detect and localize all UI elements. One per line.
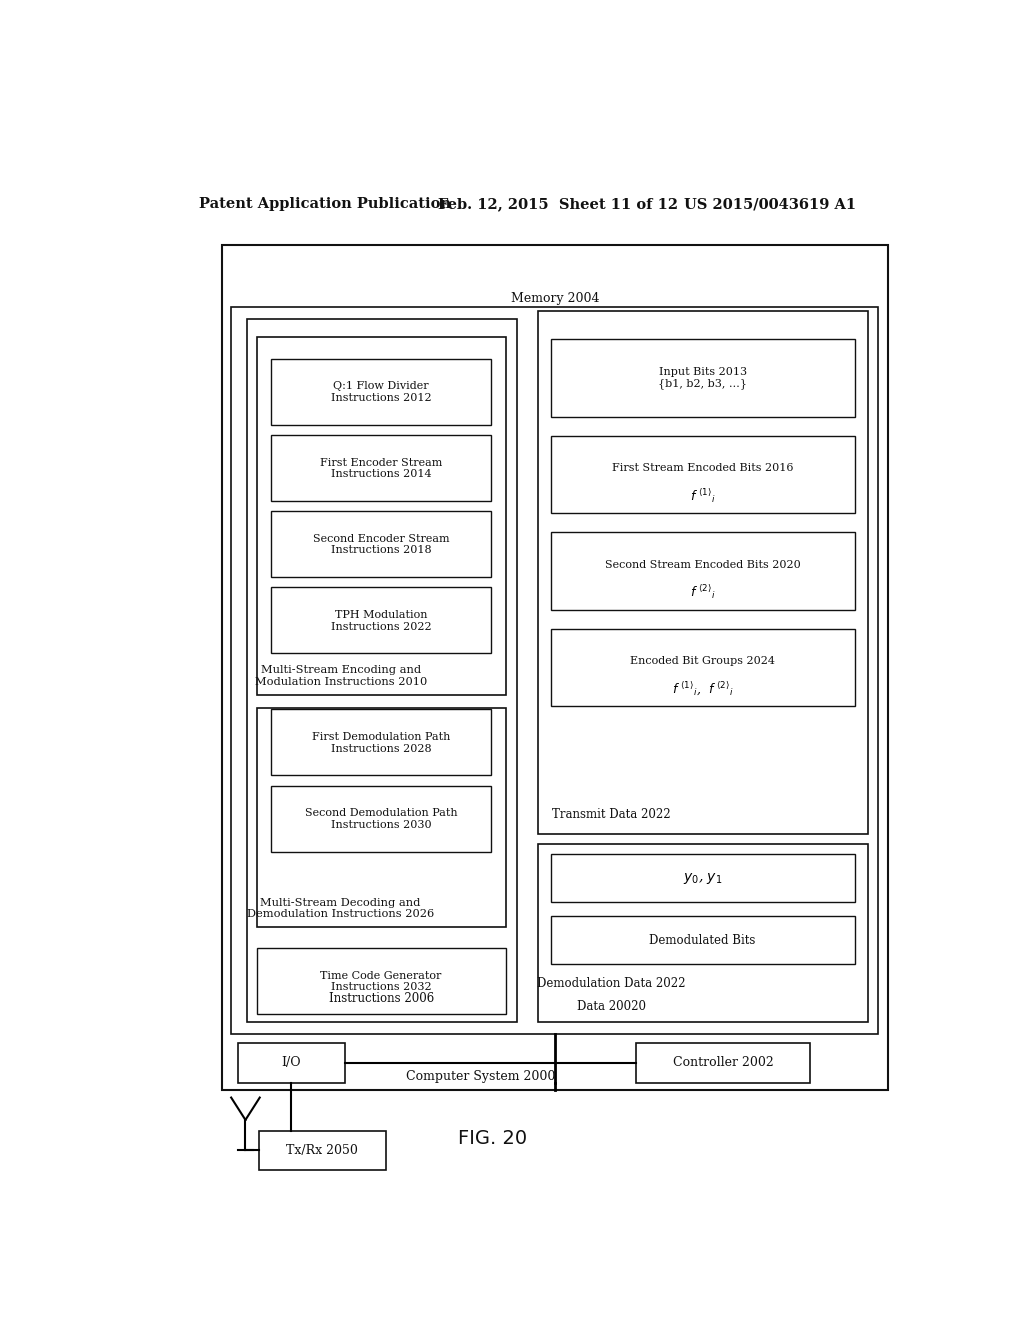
Text: FIG. 20: FIG. 20 xyxy=(459,1129,527,1147)
Text: Input Bits 2013
{b1, b2, b3, …}: Input Bits 2013 {b1, b2, b3, …} xyxy=(658,367,748,389)
Bar xyxy=(551,916,855,965)
Bar xyxy=(231,306,878,1034)
Text: $f$ $^{\langle 2 \rangle}$$_i$: $f$ $^{\langle 2 \rangle}$$_i$ xyxy=(690,583,716,602)
Text: Transmit Data 2022: Transmit Data 2022 xyxy=(552,808,671,821)
Text: Second Stream Encoded Bits 2020: Second Stream Encoded Bits 2020 xyxy=(605,560,801,570)
Bar xyxy=(551,436,855,513)
Text: Demodulated Bits: Demodulated Bits xyxy=(649,933,756,946)
Text: $y_0$, $y_1$: $y_0$, $y_1$ xyxy=(683,870,722,886)
Bar xyxy=(636,1043,811,1084)
Bar xyxy=(270,709,492,775)
Text: Data 20020: Data 20020 xyxy=(577,999,646,1012)
Bar xyxy=(551,532,855,610)
Bar xyxy=(270,587,492,653)
Text: First Demodulation Path
Instructions 2028: First Demodulation Path Instructions 202… xyxy=(312,733,451,754)
Bar xyxy=(238,1043,345,1084)
Text: TPH Modulation
Instructions 2022: TPH Modulation Instructions 2022 xyxy=(331,610,431,632)
Text: Q:1 Flow Divider
Instructions 2012: Q:1 Flow Divider Instructions 2012 xyxy=(331,381,431,403)
Text: Instructions 2006: Instructions 2006 xyxy=(330,993,434,1006)
Text: Demodulation Data 2022: Demodulation Data 2022 xyxy=(537,977,685,990)
Text: Patent Application Publication: Patent Application Publication xyxy=(200,197,452,211)
Text: US 2015/0043619 A1: US 2015/0043619 A1 xyxy=(684,197,856,211)
Text: Time Code Generator
Instructions 2032: Time Code Generator Instructions 2032 xyxy=(321,972,441,993)
Text: I/O: I/O xyxy=(281,1056,300,1069)
Bar xyxy=(259,1131,386,1170)
Text: Second Demodulation Path
Instructions 2030: Second Demodulation Path Instructions 20… xyxy=(305,808,458,830)
Text: Computer System 2000: Computer System 2000 xyxy=(407,1069,556,1082)
Bar xyxy=(270,511,492,577)
Bar xyxy=(270,785,492,851)
Bar xyxy=(539,312,867,834)
Text: Controller 2002: Controller 2002 xyxy=(673,1056,773,1069)
Text: Multi-Stream Decoding and
Demodulation Instructions 2026: Multi-Stream Decoding and Demodulation I… xyxy=(247,898,434,919)
Bar xyxy=(551,630,855,706)
Bar xyxy=(539,845,867,1022)
Text: $f$ $^{\langle 1 \rangle}$$_i$: $f$ $^{\langle 1 \rangle}$$_i$ xyxy=(690,487,716,504)
Text: Tx/Rx 2050: Tx/Rx 2050 xyxy=(287,1144,358,1156)
Bar xyxy=(270,359,492,425)
Text: First Encoder Stream
Instructions 2014: First Encoder Stream Instructions 2014 xyxy=(319,458,442,479)
Bar xyxy=(247,319,517,1022)
Text: $f$ $^{\langle 1 \rangle}$$_i$,  $f$ $^{\langle 2 \rangle}$$_i$: $f$ $^{\langle 1 \rangle}$$_i$, $f$ $^{\… xyxy=(672,680,733,698)
Bar xyxy=(257,338,506,696)
Text: Feb. 12, 2015  Sheet 11 of 12: Feb. 12, 2015 Sheet 11 of 12 xyxy=(437,197,678,211)
Bar xyxy=(257,709,506,927)
Text: First Stream Encoded Bits 2016: First Stream Encoded Bits 2016 xyxy=(611,463,794,474)
Text: Second Encoder Stream
Instructions 2018: Second Encoder Stream Instructions 2018 xyxy=(313,533,450,556)
Text: Encoded Bit Groups 2024: Encoded Bit Groups 2024 xyxy=(630,656,775,667)
Text: Memory 2004: Memory 2004 xyxy=(511,292,599,305)
Bar xyxy=(221,244,888,1090)
Text: Multi-Stream Encoding and
Modulation Instructions 2010: Multi-Stream Encoding and Modulation Ins… xyxy=(255,665,427,686)
Bar xyxy=(551,339,855,417)
Bar xyxy=(270,434,492,500)
Bar xyxy=(257,948,506,1014)
Bar xyxy=(551,854,855,903)
